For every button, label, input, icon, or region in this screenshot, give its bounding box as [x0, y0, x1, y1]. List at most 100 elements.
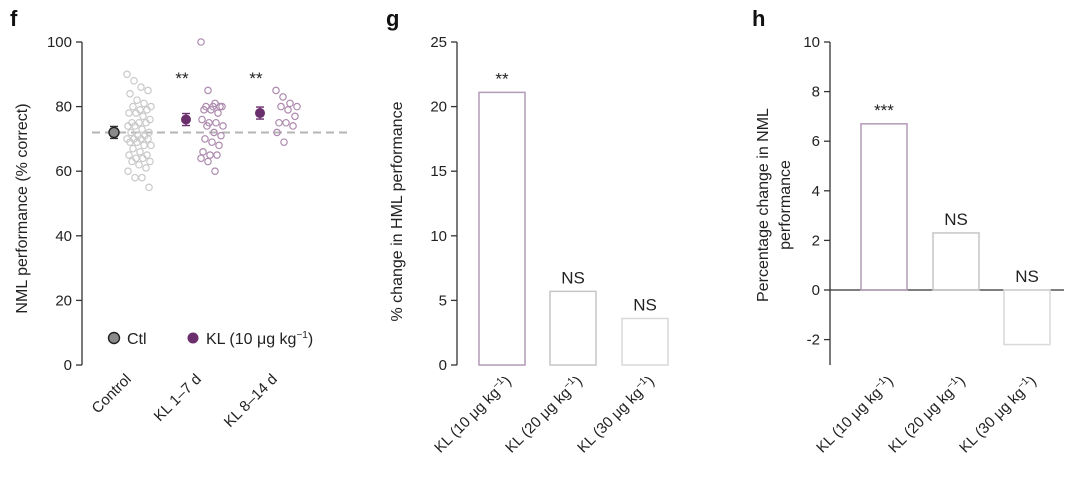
data-point	[136, 148, 144, 156]
data-point	[132, 109, 140, 117]
data-point	[145, 183, 153, 192]
x-tick-label: KL (10 μg kg−1)	[813, 372, 897, 456]
data-point	[133, 96, 141, 104]
data-point	[147, 141, 155, 150]
data-point	[126, 138, 134, 146]
data-point	[125, 109, 133, 117]
data-point	[215, 141, 223, 150]
data-point	[213, 151, 221, 159]
y-axis-title: Percentage change in NML	[755, 108, 772, 302]
y-tick-label: 80	[55, 99, 72, 116]
y-axis-title: performance	[777, 160, 794, 250]
panel-label-g: g	[386, 6, 399, 31]
x-tick-label: Control	[89, 371, 135, 417]
data-point	[138, 125, 146, 134]
data-point	[139, 154, 147, 163]
data-point	[277, 102, 285, 111]
data-point	[124, 167, 132, 176]
bar	[621, 317, 669, 366]
significance-label: NS	[561, 268, 585, 287]
data-point	[142, 164, 150, 172]
data-point	[203, 122, 211, 130]
y-tick-label: 4	[812, 183, 820, 200]
bar	[860, 123, 908, 291]
legend-label-ctl: Ctl	[127, 331, 147, 348]
y-tick-label: 20	[55, 292, 72, 309]
data-point	[123, 70, 131, 79]
significance-label: **	[175, 69, 189, 88]
legend-marker-ctl	[107, 331, 121, 345]
y-tick-label: 15	[430, 163, 447, 180]
data-point	[211, 167, 219, 176]
data-point	[214, 109, 222, 117]
data-point	[289, 122, 297, 130]
data-point	[279, 93, 287, 101]
data-point	[144, 86, 152, 95]
bar	[1003, 289, 1051, 346]
data-point	[130, 76, 138, 85]
significance-label: **	[249, 69, 263, 88]
panel-h: h -2 0 2 4 6 8 10 Percentage change in NML perfor…	[752, 6, 1064, 456]
data-point	[201, 135, 209, 143]
data-point	[135, 160, 143, 169]
data-point	[208, 138, 216, 146]
panel-g: g 0 5 10 15 20 25 % change in HML performance **…	[386, 6, 669, 456]
data-point	[137, 83, 145, 92]
data-point	[124, 122, 132, 130]
data-point	[212, 118, 220, 127]
panel-f: f 0 20 40 60 80 100 NML performance (% correct)…	[10, 6, 350, 431]
panel-label-f: f	[10, 6, 18, 31]
y-tick-label: 25	[430, 34, 447, 51]
y-tick-label: 2	[812, 232, 820, 249]
significance-label: **	[495, 69, 509, 88]
data-point	[280, 138, 288, 146]
data-point	[133, 138, 141, 146]
y-axis-title: NML performance (% correct)	[14, 103, 31, 313]
x-tick-label: KL (30 μg kg−1)	[574, 372, 658, 456]
y-tick-label: 100	[47, 34, 72, 51]
data-point	[273, 128, 281, 137]
x-tick-label: KL 8–14 d	[221, 371, 281, 431]
y-tick-label: 20	[430, 99, 447, 116]
data-point	[129, 144, 137, 153]
mean-marker	[181, 114, 191, 125]
bar	[549, 290, 597, 366]
data-point	[284, 106, 292, 114]
significance-label: NS	[944, 210, 968, 229]
y-tick-label: 0	[812, 282, 820, 299]
y-axis-title: % change in HML performance	[389, 101, 406, 321]
data-point	[140, 99, 148, 108]
data-point	[206, 151, 214, 159]
data-point	[210, 128, 218, 137]
y-tick-label: 0	[64, 357, 72, 374]
significance-label: NS	[1015, 267, 1039, 286]
y-tick-label: 6	[812, 133, 820, 150]
data-point	[138, 173, 146, 182]
data-point	[131, 122, 139, 130]
panel-label-h: h	[752, 6, 765, 31]
data-point	[127, 128, 135, 137]
data-point	[219, 122, 227, 130]
y-tick-label: 10	[430, 228, 447, 245]
y-tick-label: 10	[803, 34, 820, 51]
data-point	[198, 115, 206, 124]
data-point	[140, 141, 148, 150]
y-tick-label: 5	[439, 292, 447, 309]
y-tick-label: 0	[439, 357, 447, 374]
data-point	[126, 89, 134, 98]
y-tick-label: 60	[55, 163, 72, 180]
mean-marker	[255, 108, 265, 119]
data-point	[131, 173, 139, 182]
data-point	[128, 157, 136, 166]
data-point	[197, 154, 205, 163]
y-tick-label: -2	[807, 332, 820, 349]
data-point	[125, 151, 133, 159]
data-point	[207, 106, 215, 114]
x-tick-label: KL 1–7 d	[151, 371, 205, 425]
data-point	[204, 86, 212, 95]
data-point	[144, 135, 152, 143]
data-point	[139, 112, 147, 121]
data-point	[216, 102, 224, 111]
significance-label: NS	[633, 295, 657, 314]
